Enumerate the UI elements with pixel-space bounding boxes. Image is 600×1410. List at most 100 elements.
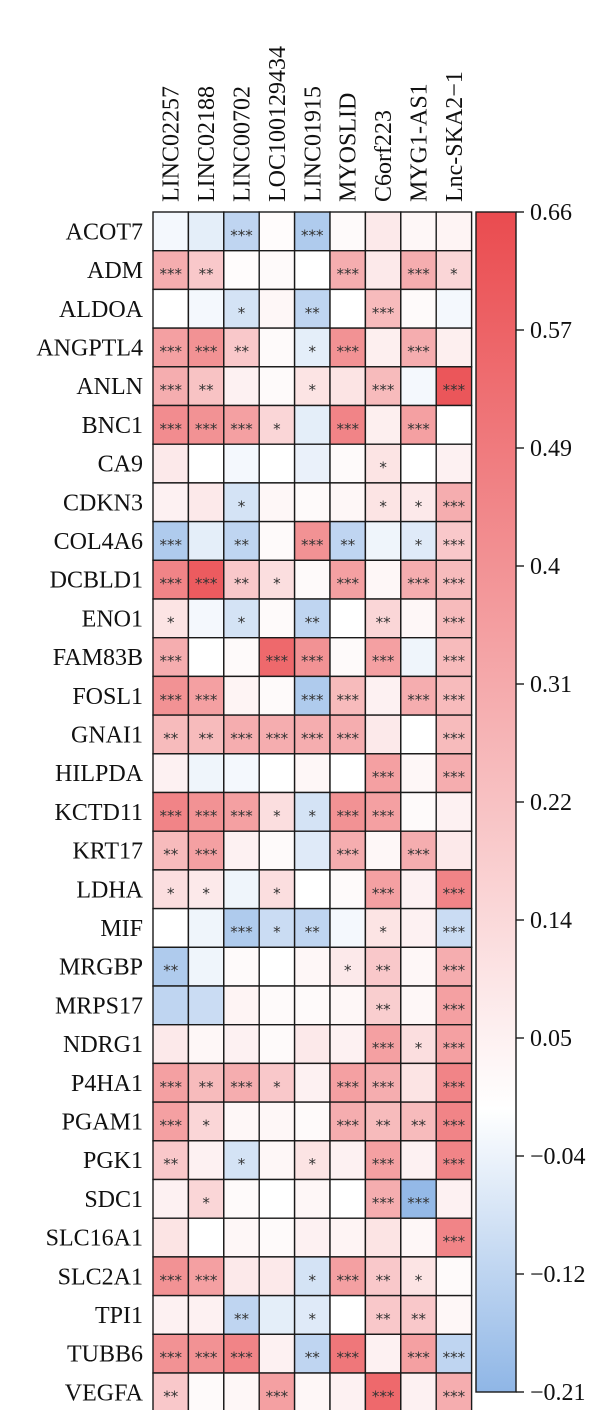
significance-mark: *** bbox=[195, 342, 218, 360]
heatmap-cell bbox=[329, 211, 367, 252]
significance-mark: * bbox=[273, 923, 281, 941]
heatmap-cell bbox=[223, 753, 260, 794]
heatmap-cell bbox=[293, 1062, 331, 1103]
significance-mark: * bbox=[202, 1116, 210, 1134]
significance-mark: *** bbox=[336, 575, 359, 593]
significance-mark: *** bbox=[443, 652, 466, 670]
heatmap-cell bbox=[187, 443, 225, 484]
heatmap-cell bbox=[152, 598, 190, 639]
heatmap-cell bbox=[293, 249, 331, 291]
significance-mark: *** bbox=[195, 420, 218, 438]
heatmap-cell bbox=[258, 946, 296, 987]
heatmap-cell bbox=[258, 830, 296, 871]
heatmap-cell bbox=[258, 791, 296, 832]
significance-mark: ** bbox=[411, 1116, 427, 1134]
heatmap-cell bbox=[258, 985, 296, 1026]
heatmap-cell bbox=[223, 1023, 260, 1065]
significance-mark: *** bbox=[336, 420, 359, 438]
significance-mark: *** bbox=[159, 381, 182, 399]
row-label: TUBB6 bbox=[67, 1342, 143, 1368]
heatmap-cell bbox=[152, 753, 190, 794]
heatmap-cell bbox=[293, 714, 331, 755]
heatmap-cell bbox=[223, 791, 260, 832]
heatmap-cell bbox=[293, 559, 331, 600]
heatmap-cell bbox=[400, 985, 437, 1026]
row-label: ALDOA bbox=[59, 297, 144, 323]
heatmap-cell bbox=[364, 869, 402, 910]
heatmap-cell bbox=[364, 1023, 402, 1065]
heatmap-cell bbox=[435, 1101, 473, 1142]
significance-mark: *** bbox=[336, 729, 359, 747]
row-label: MIF bbox=[100, 916, 143, 942]
significance-mark: *** bbox=[372, 1387, 395, 1405]
heatmap-cell bbox=[435, 1333, 473, 1374]
heatmap-cell bbox=[152, 907, 190, 948]
heatmap-cell bbox=[400, 714, 437, 755]
heatmap-cell bbox=[293, 985, 331, 1026]
significance-mark: *** bbox=[407, 1194, 430, 1212]
significance-mark: * bbox=[450, 265, 458, 283]
row-label: COL4A6 bbox=[54, 529, 143, 555]
significance-mark: *** bbox=[336, 1116, 359, 1134]
significance-mark: *** bbox=[230, 420, 253, 438]
significance-mark: * bbox=[273, 420, 281, 438]
significance-mark: ** bbox=[376, 1116, 392, 1134]
row-label: FAM83B bbox=[53, 645, 143, 671]
row-label: DCBLD1 bbox=[50, 568, 143, 594]
heatmap-cell bbox=[223, 1294, 260, 1335]
significance-mark: *** bbox=[301, 536, 324, 554]
colorbar-tick-label: −0.12 bbox=[530, 1262, 586, 1288]
heatmap-cell bbox=[364, 1372, 402, 1410]
heatmap-cell bbox=[435, 1372, 473, 1410]
significance-mark: ** bbox=[376, 1271, 392, 1289]
row-label: HILPDA bbox=[55, 761, 144, 787]
heatmap-cell bbox=[187, 520, 225, 561]
heatmap-cell bbox=[400, 249, 437, 291]
significance-mark: *** bbox=[443, 1349, 466, 1367]
heatmap-cell bbox=[329, 288, 367, 329]
heatmap-cell bbox=[435, 1023, 473, 1065]
heatmap-cell bbox=[258, 1062, 296, 1103]
significance-mark: ** bbox=[199, 1078, 215, 1096]
significance-mark: ** bbox=[234, 1310, 250, 1328]
significance-mark: *** bbox=[230, 1078, 253, 1096]
heatmap-cell bbox=[329, 1140, 367, 1181]
significance-mark: ** bbox=[376, 1310, 392, 1328]
heatmap-cell bbox=[258, 1023, 296, 1065]
significance-mark: * bbox=[309, 342, 317, 360]
row-label: KCTD11 bbox=[55, 800, 143, 826]
heatmap-cell bbox=[400, 1140, 437, 1181]
row-label: CDKN3 bbox=[63, 490, 143, 516]
heatmap-cell bbox=[400, 520, 437, 561]
significance-mark: *** bbox=[407, 1349, 430, 1367]
heatmap-cell bbox=[400, 1062, 437, 1103]
row-label: SLC16A1 bbox=[46, 1226, 143, 1252]
colorbar-tick-label: 0.22 bbox=[530, 790, 572, 816]
heatmap-cell bbox=[435, 211, 473, 252]
significance-mark: *** bbox=[336, 1271, 359, 1289]
heatmap-cell bbox=[258, 1140, 296, 1181]
significance-mark: *** bbox=[336, 1078, 359, 1096]
heatmap-cell bbox=[152, 1101, 190, 1142]
significance-mark: ** bbox=[163, 962, 179, 980]
heatmap-cell bbox=[258, 520, 296, 561]
significance-mark: ** bbox=[199, 729, 215, 747]
significance-mark: *** bbox=[372, 1078, 395, 1096]
heatmap-cell bbox=[435, 288, 473, 329]
significance-mark: *** bbox=[195, 1271, 218, 1289]
heatmap-cell bbox=[223, 1101, 260, 1142]
heatmap-cell bbox=[400, 1023, 437, 1065]
significance-mark: *** bbox=[372, 807, 395, 825]
heatmap-cell bbox=[223, 249, 260, 291]
heatmap-cells: *** ****** ** *** *** ** ** ****** *** ** * *** ****… bbox=[152, 211, 473, 1410]
heatmap-cell bbox=[364, 1256, 402, 1297]
heatmap-cell bbox=[364, 598, 402, 639]
heatmap-cell bbox=[187, 1333, 225, 1374]
heatmap-cell bbox=[293, 753, 331, 794]
row-label: PGAM1 bbox=[62, 1109, 143, 1135]
significance-mark: *** bbox=[159, 420, 182, 438]
significance-mark: *** bbox=[443, 613, 466, 631]
significance-mark: *** bbox=[159, 1078, 182, 1096]
significance-mark: ** bbox=[305, 923, 321, 941]
heatmap-cell bbox=[400, 482, 437, 523]
